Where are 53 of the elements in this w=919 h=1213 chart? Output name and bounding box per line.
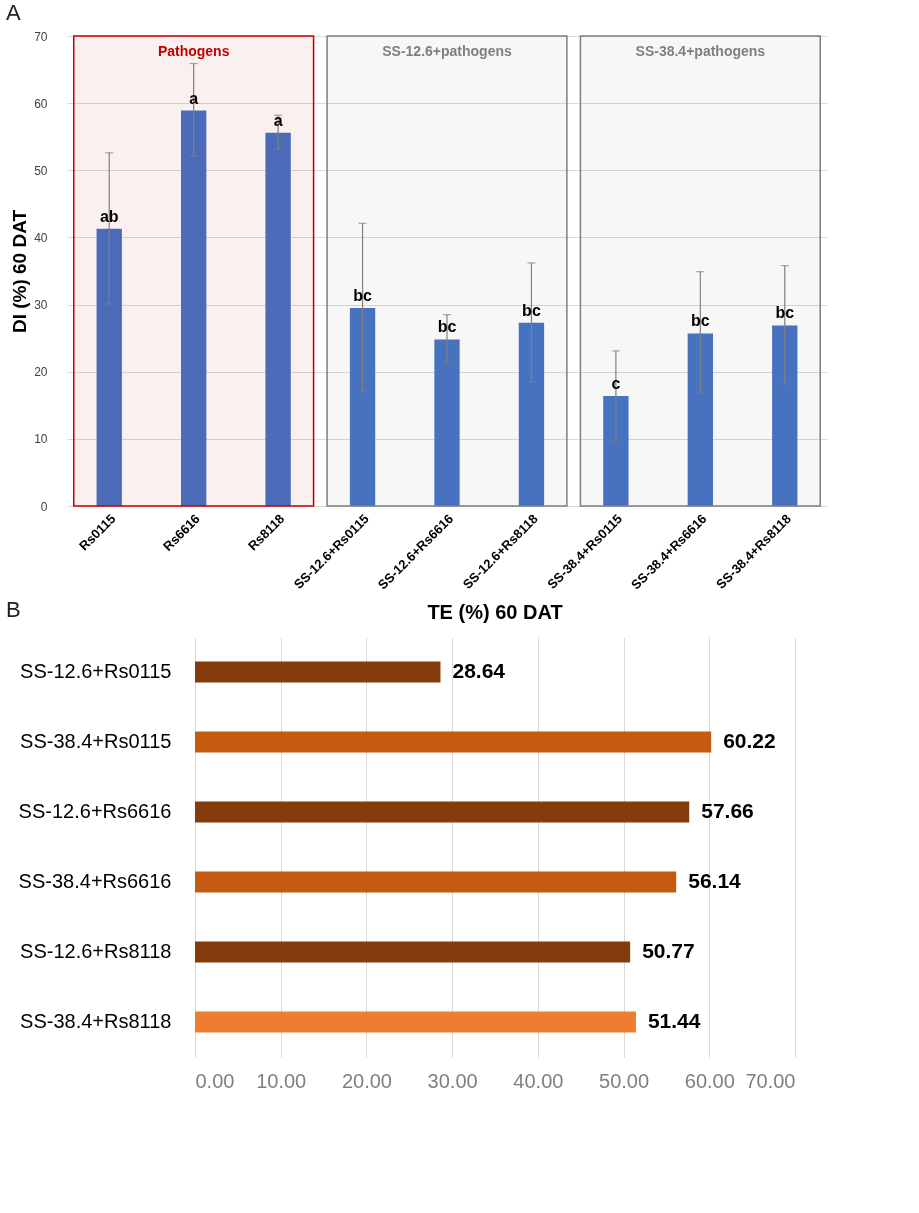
x-tick-label: 70.00 [745,1069,796,1092]
annotation: a [189,89,199,107]
bar [265,132,291,506]
annotation: bc [522,301,541,319]
y-tick-label: SS-12.6+Rs6616 [18,800,172,822]
x-tick-label: 50.00 [599,1069,650,1092]
data-label: 56.14 [688,869,742,892]
y-tick-label: 50 [34,163,48,178]
annotation: bc [775,304,795,322]
text: B [6,597,21,623]
x-tick-label: 0.00 [195,1069,235,1092]
annotation: ab [99,207,119,225]
x-tick-label: 60.00 [684,1069,735,1092]
y-tick-label: 30 [34,298,48,313]
y-tick-label: SS-38.4+Rs0115 [20,730,172,752]
y-tick-label: 40 [34,230,48,245]
y-tick-label: 20 [34,365,48,380]
data-label: 60.22 [723,729,776,752]
data-label: 50.77 [642,939,695,962]
band-label: Pathogens [157,43,230,59]
data-label: 28.64 [452,659,506,682]
annotation: c [611,374,621,392]
y-tick-label: SS-12.6+Rs8118 [20,940,172,962]
text: A [6,0,21,26]
bar [518,322,545,506]
x-tick-label: 30.00 [427,1069,478,1092]
bar [434,339,460,506]
y-tick-label: SS-12.6+Rs0115 [20,660,172,682]
bar [96,228,122,506]
y-axis-title: DI (%) 60 DAT [9,209,31,334]
bar [181,110,207,506]
annotation: a [273,111,283,129]
y-tick-label: SS-38.4+Rs6616 [18,870,172,892]
data-label: 57.66 [701,799,754,822]
annotation: bc [437,318,457,336]
band-label: SS-38.4+pathogens [635,43,766,59]
band-label: SS-12.6+pathogens [382,43,512,59]
y-tick-label: 0 [40,499,48,514]
bar [687,333,713,506]
x-tick-label: 10.00 [256,1069,307,1092]
y-tick-label: 60 [34,96,48,111]
annotation: bc [353,286,372,304]
bar [603,395,629,506]
y-tick-label: SS-38.4+Rs8118 [20,1010,172,1032]
y-tick-label: 70 [34,29,48,44]
y-tick-label: 10 [34,432,48,447]
annotation: bc [691,312,710,330]
x-tick-label: 20.00 [341,1069,392,1092]
x-tick-label: 40.00 [513,1069,564,1092]
bar [772,325,798,506]
bar [349,307,376,506]
data-label: 51.44 [647,1009,701,1032]
chart-title: TE (%) 60 DAT [427,601,563,623]
